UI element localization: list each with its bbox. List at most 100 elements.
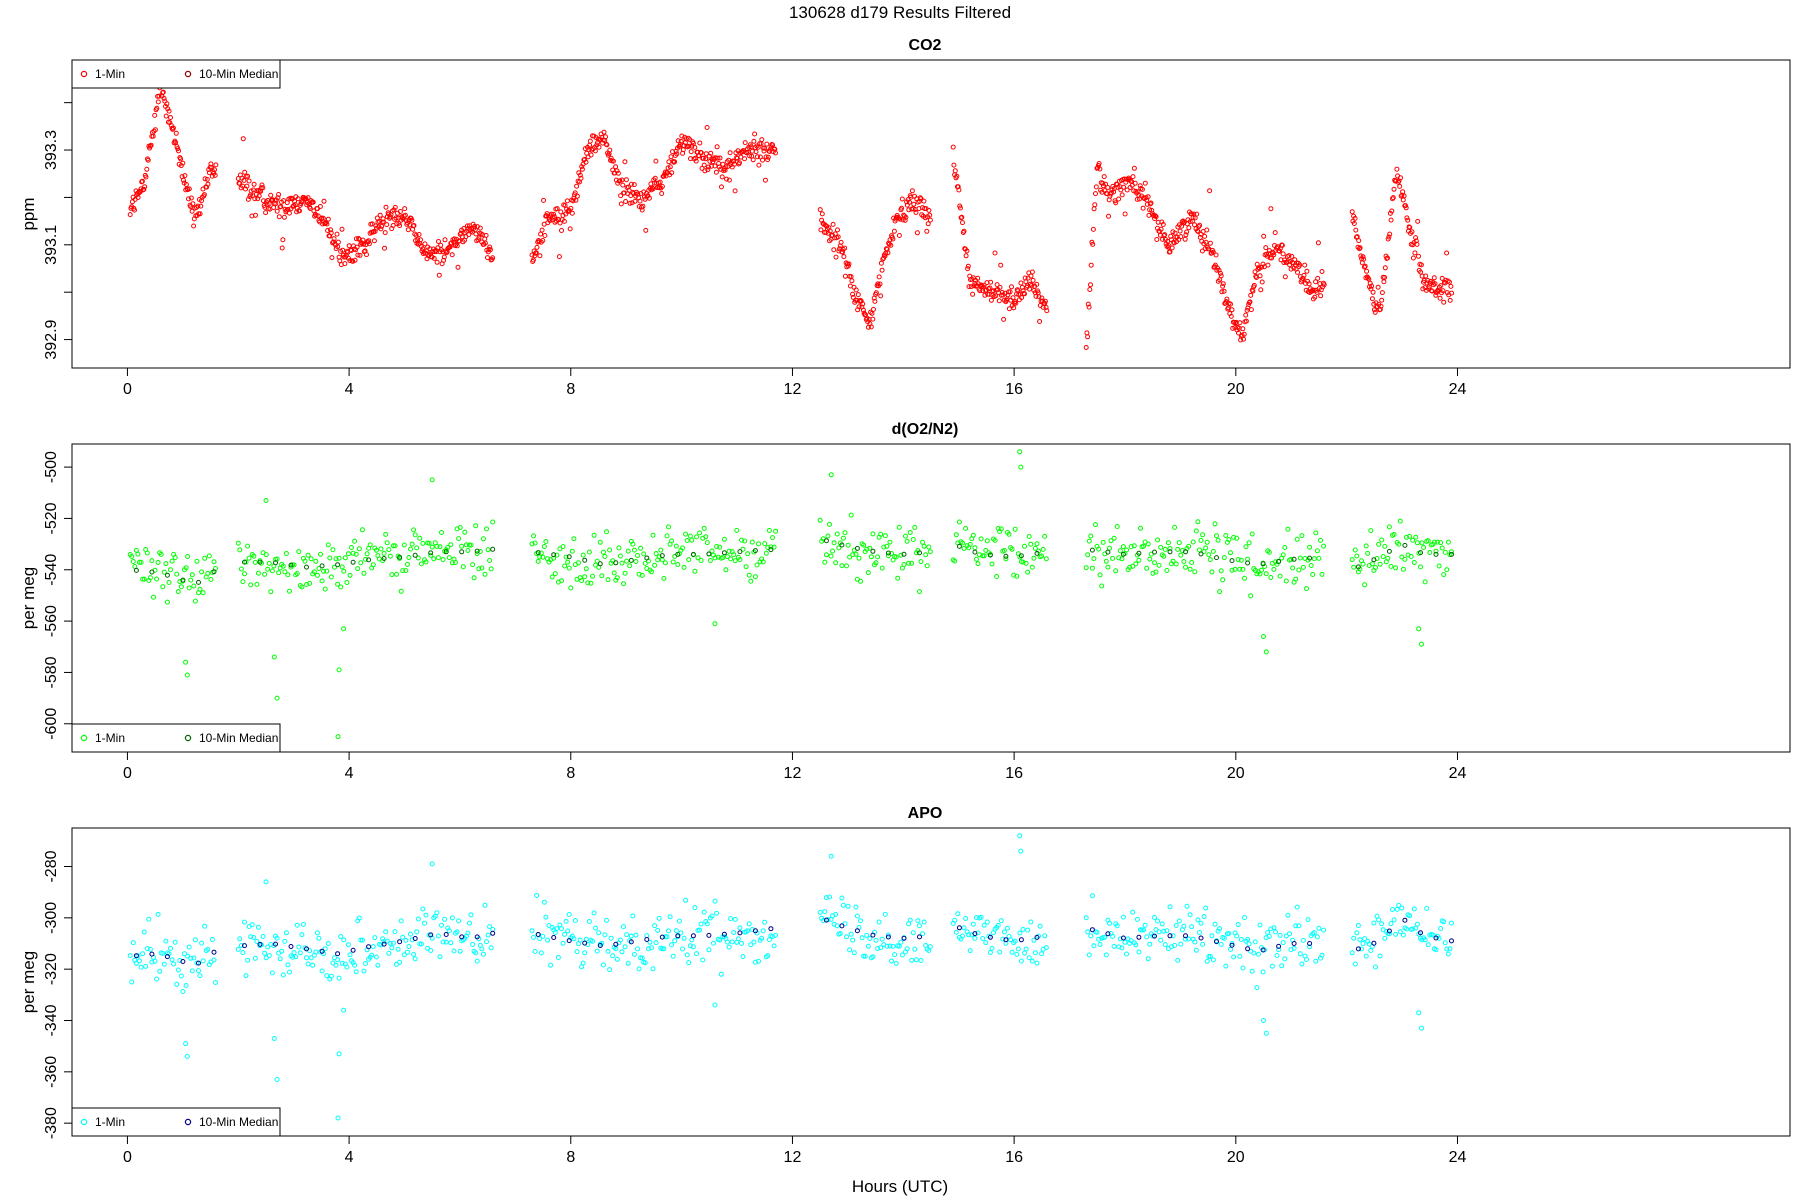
data-point bbox=[695, 555, 701, 561]
data-point bbox=[635, 553, 640, 558]
data-point bbox=[574, 949, 580, 955]
data-point bbox=[279, 245, 285, 251]
data-point bbox=[850, 291, 856, 297]
data-point bbox=[570, 198, 576, 204]
data-point bbox=[896, 233, 902, 238]
data-point bbox=[1230, 325, 1236, 331]
data-point bbox=[356, 915, 362, 921]
data-point bbox=[212, 172, 218, 178]
data-point bbox=[953, 929, 959, 935]
data-point bbox=[556, 254, 562, 260]
data-point bbox=[571, 936, 577, 942]
data-point bbox=[751, 138, 757, 144]
data-point bbox=[642, 560, 648, 566]
data-point bbox=[981, 553, 987, 559]
data-point bbox=[1013, 300, 1019, 306]
median-point bbox=[1229, 942, 1235, 948]
median-point bbox=[1449, 551, 1454, 557]
data-point bbox=[409, 217, 415, 223]
data-point bbox=[1295, 269, 1300, 275]
data-point bbox=[714, 910, 720, 916]
data-point bbox=[325, 216, 331, 222]
data-point bbox=[155, 911, 161, 917]
data-point bbox=[361, 968, 367, 974]
data-point bbox=[347, 572, 353, 578]
data-point bbox=[926, 207, 932, 213]
median-point bbox=[706, 551, 712, 557]
data-point bbox=[1280, 552, 1286, 558]
data-point bbox=[873, 290, 879, 296]
median-point bbox=[613, 941, 619, 947]
data-point bbox=[531, 934, 536, 940]
data-point bbox=[551, 214, 557, 220]
data-point bbox=[1438, 283, 1444, 289]
data-point bbox=[1231, 954, 1237, 960]
data-point bbox=[283, 551, 289, 556]
median-point bbox=[1276, 943, 1282, 949]
data-point bbox=[166, 108, 172, 114]
data-point bbox=[381, 939, 387, 944]
data-point bbox=[1431, 275, 1437, 281]
data-point bbox=[649, 569, 654, 575]
data-point bbox=[1313, 530, 1319, 536]
data-point bbox=[656, 915, 662, 921]
data-point bbox=[1140, 205, 1146, 211]
data-point bbox=[146, 916, 152, 922]
data-point bbox=[260, 933, 266, 939]
data-point bbox=[141, 576, 147, 582]
data-point bbox=[322, 946, 328, 952]
data-point bbox=[1271, 566, 1277, 572]
data-point bbox=[1113, 200, 1119, 206]
outlier-point bbox=[429, 477, 435, 483]
data-point bbox=[130, 940, 136, 946]
outlier-point bbox=[335, 734, 341, 740]
data-point bbox=[963, 916, 969, 921]
data-point bbox=[1388, 563, 1394, 569]
data-point bbox=[755, 154, 760, 160]
median-point bbox=[987, 552, 993, 558]
data-point bbox=[1018, 958, 1024, 964]
data-point bbox=[896, 943, 902, 949]
data-point bbox=[344, 964, 350, 970]
median-point bbox=[956, 925, 962, 931]
data-point bbox=[353, 236, 359, 242]
data-point bbox=[237, 547, 243, 553]
data-point bbox=[324, 568, 330, 574]
data-point bbox=[667, 164, 673, 170]
data-point bbox=[1194, 211, 1200, 217]
data-point bbox=[604, 917, 609, 923]
data-point bbox=[1349, 209, 1355, 215]
data-point bbox=[1387, 231, 1393, 237]
data-point bbox=[1026, 534, 1032, 539]
data-point bbox=[194, 558, 200, 564]
data-point bbox=[1201, 914, 1207, 919]
data-point bbox=[1203, 905, 1209, 911]
data-point bbox=[1449, 290, 1455, 296]
data-point bbox=[533, 250, 539, 256]
data-point bbox=[1271, 925, 1277, 931]
data-point bbox=[183, 565, 189, 571]
data-point bbox=[680, 545, 685, 551]
data-point bbox=[240, 950, 246, 956]
data-point bbox=[870, 954, 876, 960]
data-point bbox=[726, 177, 732, 183]
data-point bbox=[355, 252, 361, 258]
data-point bbox=[280, 972, 286, 978]
data-point bbox=[563, 554, 569, 560]
data-point bbox=[1263, 245, 1269, 251]
data-point bbox=[1232, 566, 1238, 572]
data-point bbox=[390, 940, 396, 946]
data-point bbox=[485, 932, 491, 938]
data-point bbox=[279, 948, 285, 954]
data-point bbox=[479, 565, 485, 571]
data-point bbox=[818, 227, 824, 233]
y-tick-label: -560 bbox=[43, 605, 60, 637]
data-point bbox=[633, 932, 639, 938]
data-point bbox=[661, 946, 667, 952]
data-point bbox=[132, 564, 138, 569]
data-point bbox=[1411, 906, 1417, 912]
data-point bbox=[398, 588, 404, 594]
data-point bbox=[413, 232, 419, 238]
data-point bbox=[820, 918, 826, 923]
median-point bbox=[551, 935, 557, 940]
